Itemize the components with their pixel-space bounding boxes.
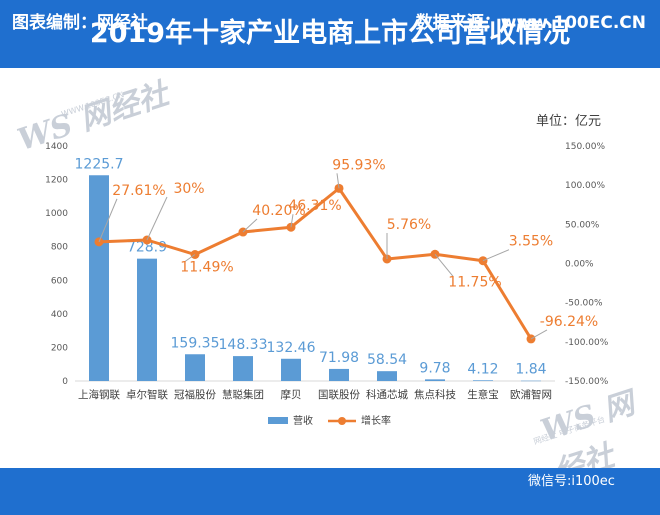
bar-value-label: 159.35 — [171, 335, 220, 351]
footer-bar — [0, 468, 660, 515]
x-axis-tick: 国联股份 — [318, 389, 360, 401]
right-axis-tick: 50.00% — [565, 220, 600, 230]
bar — [329, 368, 349, 381]
x-axis-tick: 摩贝 — [281, 388, 302, 401]
growth-value-label: -96.24% — [540, 314, 598, 330]
leader-line — [98, 198, 118, 243]
bar-value-label: 132.46 — [267, 340, 316, 356]
left-axis-tick: 1400 — [45, 142, 68, 152]
leader-line — [482, 249, 510, 262]
x-axis-tick: 慧聪集团 — [222, 388, 264, 401]
bar — [377, 371, 397, 381]
leader-line — [146, 196, 168, 241]
bar-value-label: 1.84 — [515, 362, 546, 378]
leader-line — [336, 173, 340, 189]
bar-value-label: 1225.7 — [75, 156, 124, 172]
x-axis-tick: 欧浦智网 — [510, 388, 552, 401]
chart-title: 2019年十家产业电商上市公司营收情况 — [89, 18, 571, 49]
x-axis-tick: 冠福股份 — [174, 388, 216, 401]
footer-source: 数据来源：www.100EC.CN — [415, 13, 646, 33]
x-axis-tick: 上海钢联 — [78, 388, 120, 401]
bar — [233, 356, 253, 381]
bar-value-label: 71.98 — [319, 350, 359, 366]
growth-value-label: 3.55% — [509, 234, 553, 250]
growth-point — [478, 256, 488, 266]
leader-line — [434, 253, 454, 277]
growth-line — [98, 186, 533, 340]
right-axis-tick: 100.00% — [565, 181, 605, 191]
bar-value-label: 58.54 — [367, 352, 407, 368]
leader-line — [242, 218, 258, 233]
growth-value-label: 11.49% — [180, 259, 233, 275]
bar-value-label: 148.33 — [219, 337, 268, 353]
x-axis-tick: 焦点科技 — [414, 388, 456, 401]
left-axis-tick: 1200 — [45, 176, 68, 186]
leader-line — [290, 214, 294, 228]
bar — [473, 380, 493, 381]
left-axis-tick: 1000 — [45, 209, 68, 219]
growth-value-label: 40.20% — [252, 203, 305, 219]
bar — [137, 258, 157, 381]
leader-line — [530, 329, 548, 340]
legend-marker — [338, 417, 346, 425]
chart: 0 200 400 600 800 1000 1200 1400 -150.00% -100.0… — [45, 142, 609, 427]
growth-value-label: 27.61% — [112, 183, 165, 199]
bar — [89, 175, 109, 381]
left-axis-tick: 200 — [51, 343, 68, 353]
header-bar — [0, 0, 660, 68]
legend-label: 增长率 — [361, 414, 391, 427]
bar — [185, 354, 205, 381]
left-axis-tick: 0 — [62, 377, 68, 387]
legend-swatch-bar — [268, 417, 288, 424]
growth-value-label: 11.75% — [448, 274, 501, 290]
wechat-id: 微信号:i100ec — [528, 474, 615, 489]
footer-credit: 图表编制：网经社 — [12, 13, 148, 33]
bar-value-label: 4.12 — [467, 361, 498, 377]
growth-value-label: 30% — [173, 181, 204, 197]
left-axis-tick: 800 — [51, 243, 68, 253]
x-axis-tick: 卓尔智联 — [126, 388, 168, 401]
bar-value-label: 9.78 — [419, 360, 450, 376]
bar — [425, 379, 445, 381]
leader-line — [184, 254, 196, 262]
right-axis-tick: -150.00% — [565, 377, 609, 387]
unit-label: 单位：亿元 — [536, 114, 602, 129]
x-axis-tick: 科通芯城 — [366, 388, 408, 401]
growth-value-label: 5.76% — [387, 217, 431, 233]
right-axis-tick: -100.00% — [565, 338, 609, 348]
right-axis-tick: 0.00% — [565, 260, 594, 270]
x-axis-tick: 生意宝 — [467, 388, 499, 401]
growth-value-label: 46.31% — [288, 198, 341, 214]
growth-value-label: 95.93% — [332, 157, 385, 173]
legend-label: 营收 — [293, 414, 313, 427]
left-axis-tick: 600 — [51, 276, 68, 286]
bar — [521, 380, 541, 382]
left-axis-tick: 400 — [51, 310, 68, 320]
right-axis-tick: -50.00% — [565, 299, 603, 309]
right-axis-tick: 150.00% — [565, 142, 605, 152]
bar — [281, 358, 301, 381]
